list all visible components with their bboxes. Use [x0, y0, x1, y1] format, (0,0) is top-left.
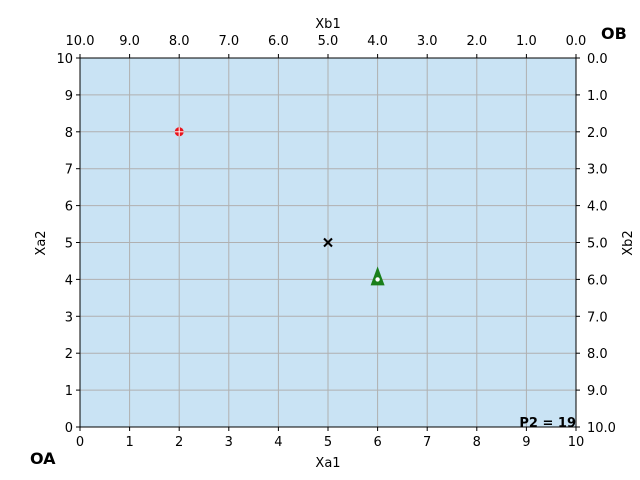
- left-tick-label: 5: [65, 237, 73, 252]
- right-tick-label: 2.0: [587, 126, 608, 141]
- right-tick-label: 0.0: [587, 52, 608, 67]
- x-axis-label-top: Xb1: [315, 17, 340, 32]
- bottom-axis-ticks: 0 1 2 3 4 5 6 7 8 9 10: [76, 427, 584, 450]
- bottom-tick-label: 2: [175, 435, 183, 450]
- right-tick-label: 6.0: [587, 273, 608, 288]
- left-tick-label: 2: [65, 347, 73, 362]
- left-tick-label: 6: [65, 200, 73, 215]
- bottom-tick-label: 3: [225, 435, 233, 450]
- top-tick-label: 3.0: [417, 34, 438, 49]
- top-tick-label: 2.0: [466, 34, 487, 49]
- right-tick-label: 3.0: [587, 163, 608, 178]
- top-tick-label: 8.0: [169, 34, 190, 49]
- left-tick-label: 3: [65, 310, 73, 325]
- y-axis-label-left: Xa2: [34, 230, 49, 255]
- bottom-tick-label: 8: [473, 435, 481, 450]
- left-tick-label: 0: [65, 421, 73, 436]
- point-triangle-shape: [370, 266, 385, 286]
- left-tick-label: 7: [65, 163, 73, 178]
- right-axis-ticks: 0.0 1.0 2.0 3.0 4.0 5.0 6.0 7.0 8.0 9.0 10.0: [576, 52, 616, 436]
- bottom-tick-label: 10: [568, 435, 585, 450]
- top-tick-label: 10.0: [66, 34, 95, 49]
- p2-annotation: P2 = 19: [519, 416, 576, 431]
- right-tick-label: 10.0: [587, 421, 616, 436]
- left-tick-label: 8: [65, 126, 73, 141]
- point-triangle: [370, 266, 385, 286]
- top-tick-label: 6.0: [268, 34, 289, 49]
- bottom-tick-label: 0: [76, 435, 84, 450]
- top-tick-label: 9.0: [119, 34, 140, 49]
- x-axis-label-bottom: Xa1: [315, 456, 340, 471]
- top-tick-label: 4.0: [367, 34, 388, 49]
- left-tick-label: 9: [65, 89, 73, 104]
- bottom-tick-label: 9: [522, 435, 530, 450]
- top-tick-label: 1.0: [516, 34, 537, 49]
- left-tick-label: 4: [65, 273, 73, 288]
- data-points: [174, 127, 385, 286]
- top-tick-label: 5.0: [318, 34, 339, 49]
- bottom-tick-label: 1: [125, 435, 133, 450]
- right-tick-label: 9.0: [587, 384, 608, 399]
- left-axis-ticks: 0 1 2 3 4 5 6 7 8 9 10: [56, 52, 80, 436]
- point-x-marker: [323, 237, 333, 248]
- right-tick-label: 1.0: [587, 89, 608, 104]
- right-tick-label: 8.0: [587, 347, 608, 362]
- origin-a-label: OA: [30, 449, 56, 468]
- left-tick-label: 1: [65, 384, 73, 399]
- point-x-stroke-b: [323, 237, 333, 248]
- right-tick-label: 7.0: [587, 310, 608, 325]
- point-circle-plus: [174, 127, 184, 137]
- bottom-tick-label: 4: [274, 435, 282, 450]
- top-axis-ticks: 10.0 9.0 8.0 7.0 6.0 5.0 4.0 3.0 2.0 1.0 0.0: [66, 34, 587, 58]
- point-triangle-center: [375, 277, 380, 282]
- bottom-tick-label: 6: [373, 435, 381, 450]
- top-tick-label: 0.0: [566, 34, 587, 49]
- top-tick-label: 7.0: [218, 34, 239, 49]
- origin-b-label: OB: [601, 24, 627, 43]
- left-tick-label: 10: [56, 52, 73, 67]
- right-tick-label: 5.0: [587, 237, 608, 252]
- bottom-tick-label: 7: [423, 435, 431, 450]
- y-axis-label-right: Xb2: [621, 230, 636, 255]
- bottom-tick-label: 5: [324, 435, 332, 450]
- right-tick-label: 4.0: [587, 200, 608, 215]
